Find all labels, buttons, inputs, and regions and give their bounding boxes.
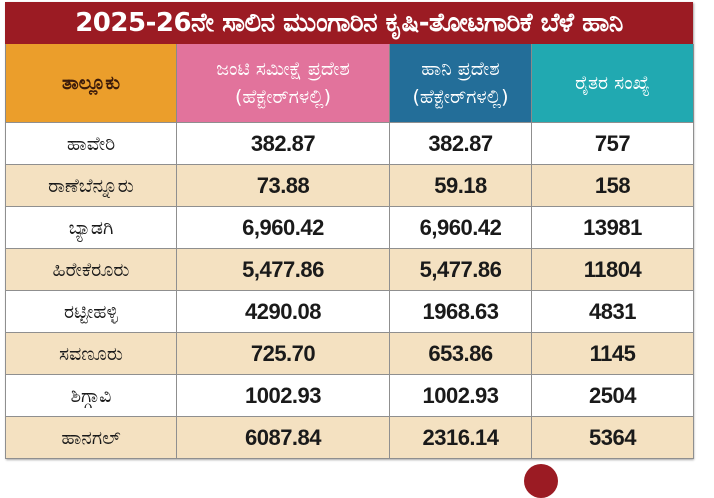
farmers-cell: 13981 xyxy=(531,206,694,249)
joint-survey-cell: 5,477.86 xyxy=(176,248,390,291)
table-row: ಸವಣೂರು 725.70 653.86 1145 xyxy=(5,332,694,375)
logo-circle-partial xyxy=(524,464,558,498)
taluk-cell: ಹಾನಗಲ್ xyxy=(5,416,177,459)
farmers-cell: 757 xyxy=(531,122,694,165)
header-farmers-count: ರೈತರ ಸಂಖ್ಯೆ xyxy=(531,44,694,123)
table-row: ಹಾನಗಲ್ 6087.84 2316.14 5364 xyxy=(5,416,694,459)
table-row: ರಟ್ಟೀಹಳ್ಳಿ 4290.08 1968.63 4831 xyxy=(5,290,694,333)
loss-area-cell: 6,960.42 xyxy=(389,206,532,249)
loss-area-cell: 2316.14 xyxy=(389,416,532,459)
header-taluk: ತಾಲ್ಲೂಕು xyxy=(5,44,177,123)
header-joint-survey-unit: (ಹೆಕ್ಟೇರ್‌ಗಳಲ್ಲಿ) xyxy=(234,86,332,108)
table-row: ಹಿರೇಕೆರೂರು 5,477.86 5,477.86 11804 xyxy=(5,248,694,291)
joint-survey-cell: 6,960.42 xyxy=(176,206,390,249)
joint-survey-cell: 725.70 xyxy=(176,332,390,375)
taluk-cell: ಹಾವೇರಿ xyxy=(5,122,177,165)
loss-area-cell: 382.87 xyxy=(389,122,532,165)
table-row: ರಾಣೆಬೆನ್ನೂರು 73.88 59.18 158 xyxy=(5,164,694,207)
loss-area-cell: 1968.63 xyxy=(389,290,532,333)
farmers-cell: 11804 xyxy=(531,248,694,291)
header-row: ತಾಲ್ಲೂಕು ಜಂಟಿ ಸಮೀಕ್ಷೆ ಪ್ರದೇಶ (ಹೆಕ್ಟೇರ್‌ಗ… xyxy=(5,44,694,123)
farmers-cell: 1145 xyxy=(531,332,694,375)
farmers-cell: 5364 xyxy=(531,416,694,459)
loss-area-cell: 59.18 xyxy=(389,164,532,207)
header-taluk-label: ತಾಲ್ಲೂಕು xyxy=(61,72,121,94)
table-title: 2025-26ನೇ ಸಾಲಿನ ಮುಂಗಾರಿನ ಕೃಷಿ-ತೋಟಗಾರಿಕೆ … xyxy=(5,2,693,44)
loss-area-cell: 5,477.86 xyxy=(389,248,532,291)
table-row: ಬ್ಯಾಡಗಿ 6,960.42 6,960.42 13981 xyxy=(5,206,694,249)
header-joint-survey-label: ಜಂಟಿ ಸಮೀಕ್ಷೆ ಪ್ರದೇಶ xyxy=(216,58,350,80)
header-loss-area-unit: (ಹೆಕ್ಟೇರ್‌ಗಳಲ್ಲಿ) xyxy=(412,86,509,108)
taluk-cell: ಸವಣೂರು xyxy=(5,332,177,375)
taluk-cell: ರಾಣೆಬೆನ್ನೂರು xyxy=(5,164,177,207)
taluk-cell: ರಟ್ಟೀಹಳ್ಳಿ xyxy=(5,290,177,333)
joint-survey-cell: 4290.08 xyxy=(176,290,390,333)
joint-survey-cell: 1002.93 xyxy=(176,374,390,417)
taluk-cell: ಬ್ಯಾಡಗಿ xyxy=(5,206,177,249)
joint-survey-cell: 382.87 xyxy=(176,122,390,165)
joint-survey-cell: 73.88 xyxy=(176,164,390,207)
table-row: ಶಿಗ್ಗಾವಿ 1002.93 1002.93 2504 xyxy=(5,374,694,417)
farmers-cell: 158 xyxy=(531,164,694,207)
header-loss-area: ಹಾನಿ ಪ್ರದೇಶ (ಹೆಕ್ಟೇರ್‌ಗಳಲ್ಲಿ) xyxy=(389,44,532,123)
farmers-cell: 4831 xyxy=(531,290,694,333)
crop-loss-table: ತಾಲ್ಲೂಕು ಜಂಟಿ ಸಮೀಕ್ಷೆ ಪ್ರದೇಶ (ಹೆಕ್ಟೇರ್‌ಗ… xyxy=(5,44,694,459)
header-farmers-count-label: ರೈತರ ಸಂಖ್ಯೆ xyxy=(575,72,650,94)
header-joint-survey-area: ಜಂಟಿ ಸಮೀಕ್ಷೆ ಪ್ರದೇಶ (ಹೆಕ್ಟೇರ್‌ಗಳಲ್ಲಿ) xyxy=(176,44,390,123)
taluk-cell: ಶಿಗ್ಗಾವಿ xyxy=(5,374,177,417)
header-loss-area-label: ಹಾನಿ ಪ್ರದೇಶ xyxy=(421,58,500,80)
loss-area-cell: 653.86 xyxy=(389,332,532,375)
taluk-cell: ಹಿರೇಕೆರೂರು xyxy=(5,248,177,291)
table-row: ಹಾವೇರಿ 382.87 382.87 757 xyxy=(5,122,694,165)
crop-loss-table-card: 2025-26ನೇ ಸಾಲಿನ ಮುಂಗಾರಿನ ಕೃಷಿ-ತೋಟಗಾರಿಕೆ … xyxy=(5,2,694,459)
loss-area-cell: 1002.93 xyxy=(389,374,532,417)
farmers-cell: 2504 xyxy=(531,374,694,417)
joint-survey-cell: 6087.84 xyxy=(176,416,390,459)
table-body: ಹಾವೇರಿ 382.87 382.87 757 ರಾಣೆಬೆನ್ನೂರು 73.88 59… xyxy=(5,122,694,459)
